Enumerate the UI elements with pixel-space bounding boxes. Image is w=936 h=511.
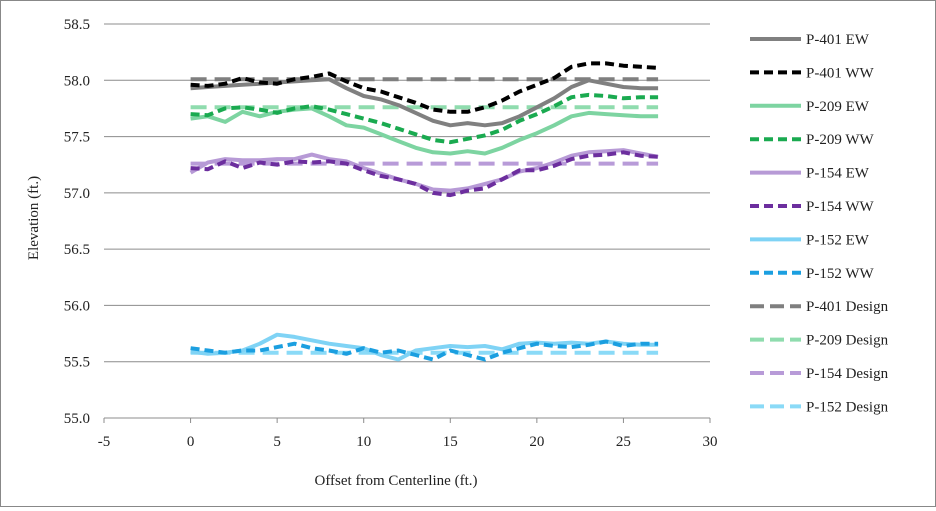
legend-label: P-154 Design bbox=[806, 366, 889, 382]
series-layer bbox=[189, 61, 659, 362]
axis-layer: 55.0 55.5 56.0 56.5 57.0 57.5 58.0 58.5 -5 0 5 10 15… bbox=[64, 17, 718, 450]
y-tick-label: 57.5 bbox=[64, 130, 90, 146]
series-line-p-154-ww bbox=[190, 150, 659, 198]
x-tick-label: 10 bbox=[356, 434, 371, 450]
y-tick-label: 55.0 bbox=[64, 411, 90, 427]
y-tick-label: 58.0 bbox=[64, 73, 90, 89]
x-tick-label: 30 bbox=[703, 434, 718, 450]
x-tick-label: 5 bbox=[273, 434, 281, 450]
y-axis-title: Elevation (ft.) bbox=[26, 176, 42, 260]
series-line-p-401-ww bbox=[190, 61, 659, 114]
x-tick-label: -5 bbox=[98, 434, 111, 450]
x-axis-title: Offset from Centerline (ft.) bbox=[314, 473, 477, 489]
x-tick-label: 25 bbox=[616, 434, 631, 450]
legend-label: P-154 EW bbox=[806, 166, 870, 182]
legend-label: P-154 WW bbox=[806, 199, 874, 215]
series-line-p-152-ww bbox=[190, 339, 659, 362]
x-tick-label: 20 bbox=[529, 434, 544, 450]
y-tick-label: 55.5 bbox=[64, 355, 90, 371]
legend-label: P-209 EW bbox=[806, 99, 870, 115]
legend-label: P-401 EW bbox=[806, 32, 870, 48]
y-tick-label: 57.0 bbox=[64, 186, 90, 202]
y-tick-label: 56.0 bbox=[64, 298, 90, 314]
grid-layer bbox=[104, 23, 710, 363]
x-tick-label: 15 bbox=[443, 434, 458, 450]
legend-label: P-401 WW bbox=[806, 65, 874, 81]
series-line-p-401-ew bbox=[190, 77, 659, 128]
series-line-p-209-ww bbox=[190, 92, 659, 145]
legend-label: P-401 Design bbox=[806, 299, 889, 315]
legend-label: P-152 Design bbox=[806, 399, 889, 415]
x-tick-label: 0 bbox=[187, 434, 195, 450]
y-tick-label: 56.5 bbox=[64, 242, 90, 258]
legend-label: P-209 WW bbox=[806, 132, 874, 148]
legend-label: P-152 EW bbox=[806, 232, 870, 248]
legend-label: P-209 Design bbox=[806, 333, 889, 349]
series-line-p-152-ew bbox=[190, 332, 659, 362]
y-tick-label: 58.5 bbox=[64, 17, 90, 33]
series-line-p-209-ew bbox=[190, 106, 659, 156]
legend-label: P-152 WW bbox=[806, 266, 874, 282]
legend: P-401 EW P-401 WW P-209 EW P-209 WW P-154 EW… bbox=[750, 32, 889, 415]
